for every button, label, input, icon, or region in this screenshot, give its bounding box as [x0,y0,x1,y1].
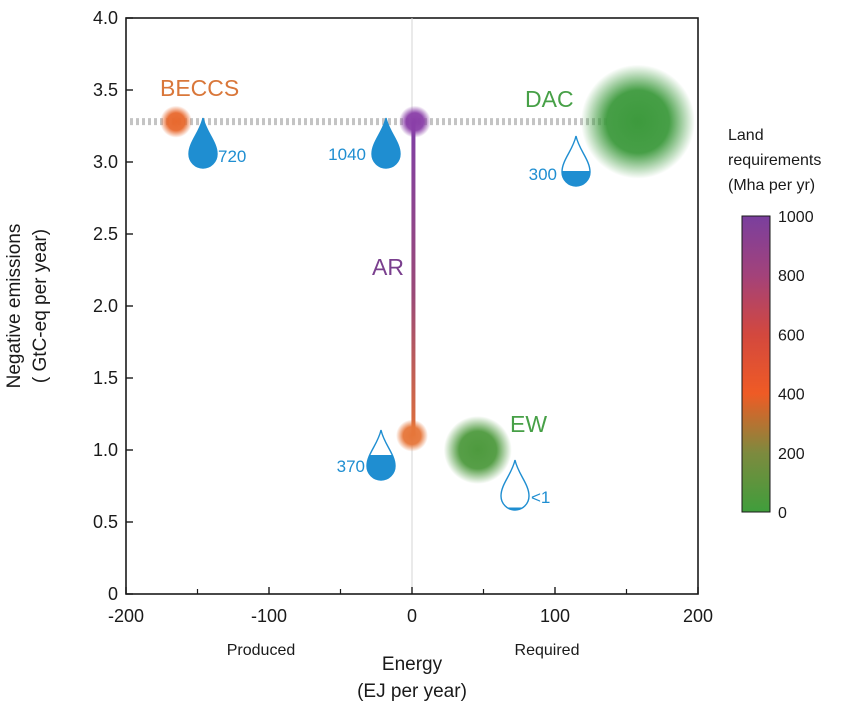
colorbar-legend: 0 200 400 600 800 1000 Land requirements (Mha pe… [728,127,821,522]
series-label-ew: EW [510,411,547,437]
y-tick-label: 2.5 [93,224,118,244]
data-marks [130,64,695,511]
water-label-beccs: 720 [218,147,246,166]
bubble-ar-bottom [396,419,428,452]
series-label-dac: DAC [525,86,574,112]
colorbar-title-line: requirements [728,152,821,169]
water-label-ar: 1040 [328,145,366,164]
x-region-label: Produced [227,642,296,659]
water-drop-outline [366,429,396,481]
y-tick-label: 2.0 [93,296,118,316]
water-drop-outline [500,459,530,511]
water-label-dac: 300 [529,165,557,184]
bubble-beccs [160,105,193,138]
x-region-label: Required [515,642,580,659]
x-tick-label: 0 [407,606,417,626]
colorbar-tick-label: 400 [778,387,805,404]
colorbar-title-line: (Mha per yr) [728,177,815,194]
colorbar-bar [741,215,771,513]
y-tick-label: 4.0 [93,8,118,28]
bubble-ar-top [398,105,431,138]
axes: -200 -100 0 100 200 0 0.5 1.0 1.5 2.0 2.5 3.0 3.5 4.0… [4,8,713,702]
x-tick-label: 100 [540,606,570,626]
x-tick-label: -100 [251,606,287,626]
y-tick-label: 0.5 [93,512,118,532]
colorbar-title-line: Land [728,127,764,144]
colorbar-tick-label: 800 [778,268,805,285]
colorbar-tick-label: 200 [778,446,805,463]
series-label-ar-top: AR [372,254,404,280]
y-tick-label: 0 [108,584,118,604]
y-axis-subtitle: ( GtC-eq per year) [30,229,51,383]
water-fill [501,507,529,510]
y-tick-label: 3.5 [93,80,118,100]
water-drop-outline [561,135,591,187]
colorbar-tick-label: 600 [778,327,805,344]
x-axis-title: Energy [382,654,443,675]
water-drop-outline [371,117,401,169]
labels: BECCS AR DAC EW 720 1040 370 300 <1 [160,75,574,507]
colorbar-tick-label: 0 [778,505,787,522]
y-axis-title: Negative emissions [4,224,25,389]
water-drop-outline [188,117,218,169]
x-axis-subtitle: (EJ per year) [357,681,467,702]
water-fill [562,171,590,186]
bubble-dac [580,64,695,179]
water-label-ew: <1 [531,488,550,507]
ar-connector-line [411,121,416,436]
x-tick-label: -200 [108,606,144,626]
colorbar-tick-label: 1000 [778,209,814,226]
x-tick-label: 200 [683,606,713,626]
series-label-beccs: BECCS [160,75,239,101]
y-tick-label: 1.0 [93,440,118,460]
water-drop-ew [500,459,530,511]
y-tick-label: 3.0 [93,152,118,172]
water-label-ar-low: 370 [337,457,365,476]
water-drop-dac [561,135,591,187]
water-drop-ar-low [366,429,396,481]
y-tick-label: 1.5 [93,368,118,388]
bubble-ew [443,416,512,484]
